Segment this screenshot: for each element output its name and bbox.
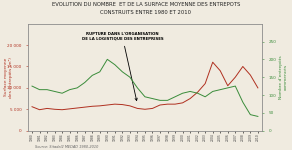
Text: Source: Sitadel2 MEDAD 1980-2010: Source: Sitadel2 MEDAD 1980-2010 (35, 144, 98, 148)
Y-axis label: Nombre d'entrepôts
commencés: Nombre d'entrepôts commencés (279, 55, 288, 99)
Text: CONSTRUITS ENTRE 1980 ET 2010: CONSTRUITS ENTRE 1980 ET 2010 (100, 10, 192, 15)
Y-axis label: Surface moyenne
des entrepôts (m²): Surface moyenne des entrepôts (m²) (4, 57, 13, 98)
Text: RUPTURE DANS L'ORGANISATION
DE LA LOGISTIQUE DES ENTREPRISES: RUPTURE DANS L'ORGANISATION DE LA LOGIST… (81, 32, 163, 101)
Text: EVOLUTION DU NOMBRE  ET DE LA SURFACE MOYENNE DES ENTREPOTS: EVOLUTION DU NOMBRE ET DE LA SURFACE MOY… (52, 2, 240, 7)
